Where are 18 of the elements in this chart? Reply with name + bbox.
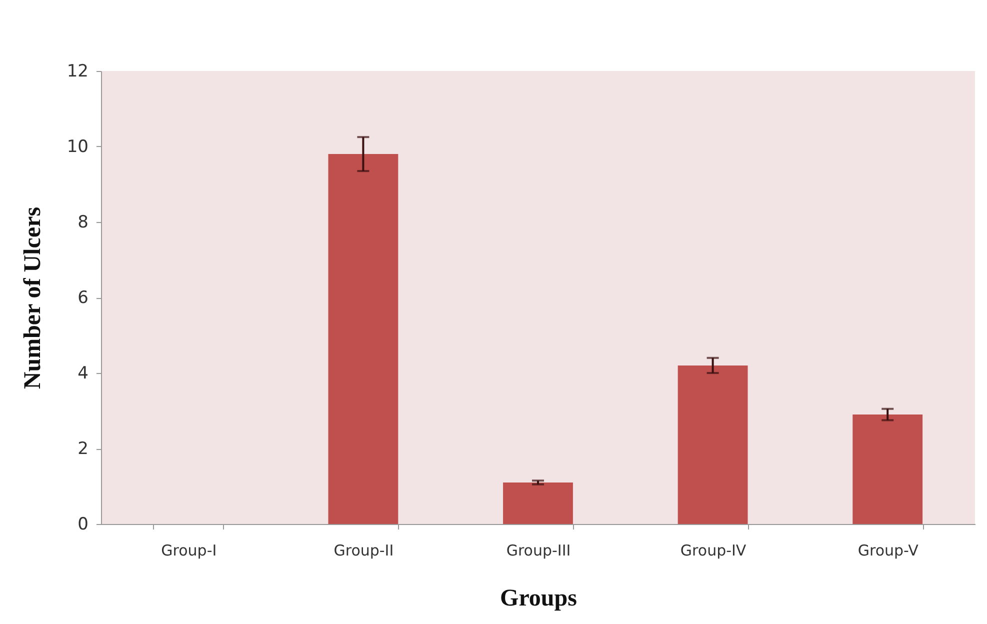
y-tick-label: 12: [66, 62, 88, 82]
y-axis-title: Number of Ulcers: [20, 206, 46, 390]
bar: [678, 365, 748, 524]
x-tick-label: Group-IV: [680, 542, 747, 560]
y-tick-label: 4: [78, 364, 88, 384]
x-tick-label: Group-II: [334, 542, 394, 560]
x-tick-label: Group-III: [506, 542, 571, 560]
bar: [328, 154, 398, 524]
y-tick-label: 0: [78, 514, 88, 534]
y-tick-label: 6: [78, 288, 88, 308]
y-tick-label: 2: [78, 439, 88, 459]
y-tick-label: 8: [78, 212, 88, 232]
bar: [852, 414, 923, 524]
x-tick-label: Group-V: [858, 542, 920, 560]
bar: [503, 482, 573, 524]
x-tick-label: Group-I: [161, 542, 217, 560]
y-tick-label: 10: [66, 137, 88, 157]
x-axis-title: Groups: [500, 586, 577, 612]
